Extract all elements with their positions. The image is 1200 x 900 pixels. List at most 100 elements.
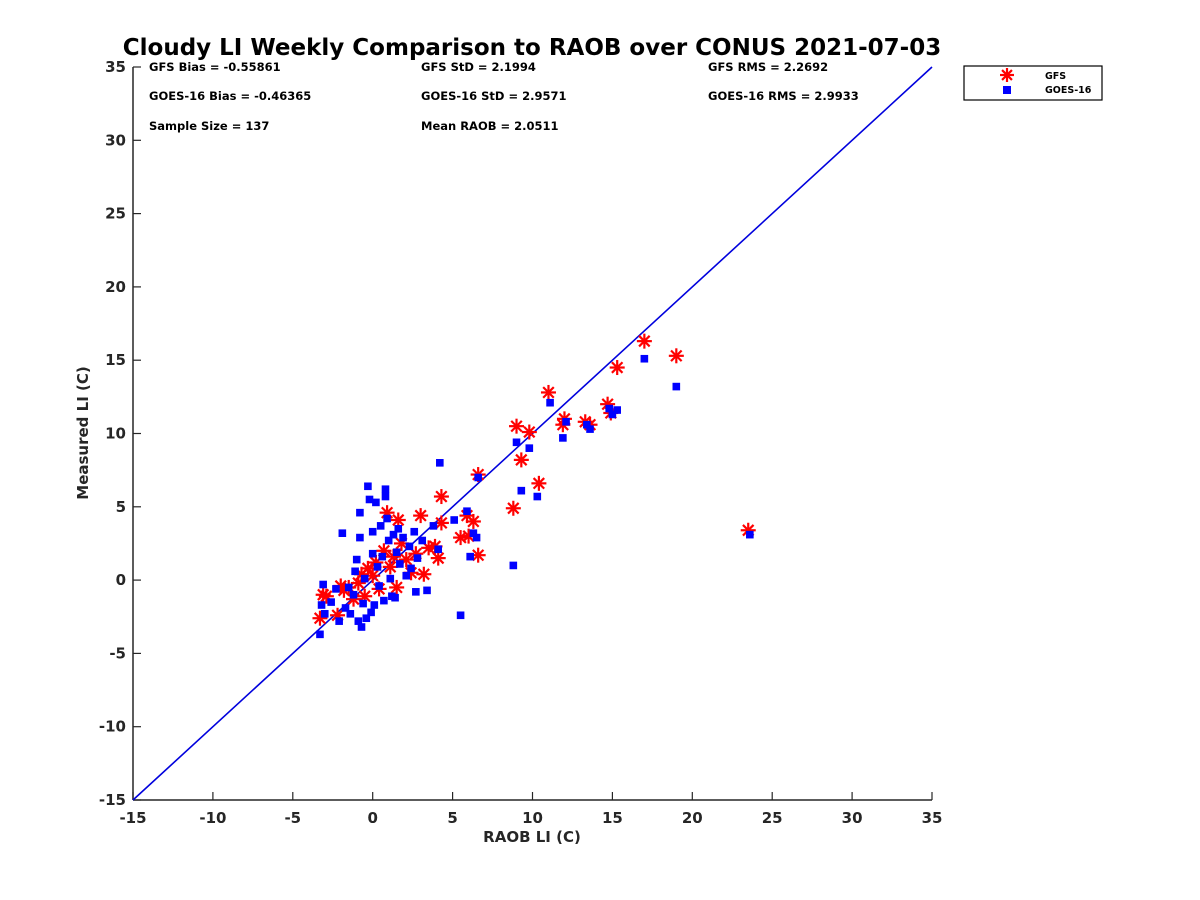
x-tick-label: 30 bbox=[842, 809, 863, 827]
goes16-point bbox=[356, 533, 364, 542]
goes16-point bbox=[509, 561, 518, 570]
goes16-point bbox=[402, 571, 411, 580]
x-tick-label: 5 bbox=[447, 809, 457, 827]
goes16-point bbox=[376, 522, 385, 530]
x-tick-label: 0 bbox=[367, 809, 377, 827]
goes16-point bbox=[429, 522, 438, 530]
x-axis-label: RAOB LI (C) bbox=[483, 828, 581, 846]
gfs-point bbox=[636, 333, 652, 349]
x-tick-label: -15 bbox=[119, 809, 146, 827]
goes16-point bbox=[373, 563, 382, 571]
gfs-point bbox=[505, 500, 521, 516]
goes16-point bbox=[559, 434, 567, 442]
x-tick-label: 10 bbox=[522, 809, 543, 827]
goes16-point bbox=[392, 548, 401, 557]
goes16-point bbox=[316, 630, 324, 639]
goes16-point bbox=[512, 438, 521, 447]
y-axis-label: Measured LI (C) bbox=[74, 366, 92, 499]
goes16-point bbox=[360, 574, 369, 583]
stat-text: Mean RAOB = 2.0511 bbox=[421, 119, 559, 133]
x-tick-label: 35 bbox=[922, 809, 943, 827]
goes16-point bbox=[466, 552, 474, 561]
stat-text: GOES-16 Bias = -0.46365 bbox=[149, 89, 311, 103]
legend-goes16-marker bbox=[1003, 86, 1011, 94]
goes16-point bbox=[517, 486, 526, 495]
gfs-point bbox=[668, 348, 684, 364]
gfs-point bbox=[540, 384, 556, 400]
y-tick-label: 10 bbox=[105, 425, 126, 443]
goes16-point bbox=[456, 611, 465, 620]
goes16-point bbox=[375, 582, 383, 590]
reference-line bbox=[132, 66, 933, 801]
goes16-point bbox=[367, 608, 375, 617]
stat-text: GFS Bias = -0.55861 bbox=[149, 60, 281, 74]
y-tick-label: 25 bbox=[105, 205, 126, 223]
goes16-point bbox=[386, 574, 395, 583]
goes16-point bbox=[352, 555, 361, 564]
y-tick-label: 35 bbox=[105, 58, 126, 76]
gfs-point bbox=[389, 579, 405, 595]
stat-text: GOES-16 RMS = 2.9933 bbox=[708, 89, 859, 103]
goes16-point bbox=[605, 404, 614, 413]
goes16-point bbox=[546, 398, 554, 407]
goes16-point bbox=[436, 459, 444, 467]
goes16-point bbox=[423, 586, 431, 595]
goes16-point bbox=[469, 529, 478, 537]
gfs-point bbox=[382, 559, 398, 575]
goes16-point bbox=[335, 617, 343, 625]
y-tick-label: 30 bbox=[105, 131, 126, 149]
stat-text: GFS RMS = 2.2692 bbox=[708, 60, 828, 74]
goes16-point bbox=[368, 549, 377, 558]
goes16-point bbox=[380, 596, 388, 605]
goes16-point bbox=[533, 492, 542, 501]
legend-box bbox=[963, 65, 1103, 101]
gfs-point bbox=[416, 566, 432, 582]
goes16-point bbox=[327, 598, 335, 606]
goes16-point bbox=[384, 536, 393, 545]
y-tick-label: 20 bbox=[105, 278, 126, 296]
goes16-point bbox=[365, 495, 374, 504]
x-tick-label: 20 bbox=[682, 809, 703, 827]
goes16-point bbox=[362, 614, 371, 623]
gfs-point bbox=[509, 418, 525, 434]
goes16-point bbox=[391, 593, 399, 602]
goes16-point bbox=[357, 623, 366, 631]
goes16-point bbox=[359, 599, 367, 608]
goes16-point bbox=[394, 524, 403, 533]
gfs-point bbox=[465, 513, 481, 529]
gfs-point bbox=[609, 360, 625, 376]
stat-text: GOES-16 StD = 2.9571 bbox=[421, 89, 566, 103]
gfs-point bbox=[433, 489, 449, 505]
goes16-point bbox=[405, 542, 414, 551]
legend: GFS GOES-16 bbox=[963, 65, 1103, 101]
y-tick-label: -5 bbox=[109, 644, 126, 662]
goes16-point bbox=[410, 527, 419, 536]
goes16-point bbox=[472, 533, 481, 542]
gfs-point bbox=[521, 424, 537, 440]
goes16-point bbox=[354, 617, 363, 625]
goes16-point bbox=[412, 588, 420, 596]
x-tick-label: 25 bbox=[762, 809, 783, 827]
goes16-point bbox=[418, 536, 427, 545]
goes16-point bbox=[463, 507, 471, 515]
goes16-point bbox=[356, 508, 364, 517]
goes16-point bbox=[608, 410, 617, 419]
goes16-point bbox=[381, 485, 390, 494]
goes16-point bbox=[338, 529, 347, 537]
goes16-point bbox=[525, 444, 534, 452]
goes16-point bbox=[640, 354, 649, 363]
goes16-point bbox=[474, 473, 482, 482]
goes16-point bbox=[396, 560, 404, 568]
legend-gfs-marker bbox=[1000, 68, 1014, 82]
goes16-point bbox=[383, 514, 391, 523]
chart-title: Cloudy LI Weekly Comparison to RAOB over… bbox=[123, 35, 941, 61]
stat-text: Sample Size = 137 bbox=[149, 119, 269, 133]
plot-area: -15 -10 -5 0 5 10 15 20 25 30 35 -15 -10 -5 0 5 10 15 20 25… bbox=[99, 58, 943, 827]
goes16-point bbox=[346, 610, 355, 618]
goes16-point bbox=[434, 545, 443, 554]
goes16-point bbox=[368, 527, 377, 536]
goes16-point bbox=[450, 516, 458, 524]
goes16-point bbox=[583, 420, 591, 429]
x-tick-label: -10 bbox=[199, 809, 226, 827]
